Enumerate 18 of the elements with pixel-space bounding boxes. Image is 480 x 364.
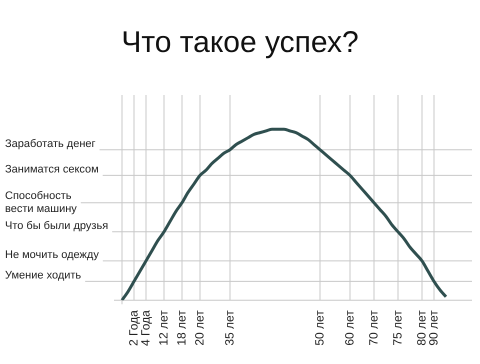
chart-title: Что такое успех?: [120, 26, 360, 60]
ref-line-label: Умение ходить: [5, 269, 82, 282]
x-tick-label: 90 лет: [426, 310, 440, 346]
ref-line-label: Заработать денег: [5, 138, 96, 150]
ref-line-label: Не мочить одежду: [5, 248, 100, 261]
x-tick-label: 20 лет: [192, 310, 206, 346]
ref-line-label: Заниматся сексом: [5, 163, 99, 176]
ref-line-label: Способность вести машину: [5, 190, 78, 215]
x-tick-label: 70 лет: [366, 310, 380, 346]
x-tick-label: 35 лет: [222, 310, 236, 346]
x-tick-label: 60 лет: [342, 310, 356, 346]
x-tick-label: 12 лет: [156, 310, 170, 346]
x-tick-label: 18 лет: [174, 310, 188, 346]
x-tick-label: 80 лет: [414, 310, 428, 346]
ref-line-label: Что бы были друзья: [5, 220, 108, 232]
x-tick-label: 50 лет: [312, 310, 326, 346]
x-tick-label: 2 Года: [126, 310, 140, 346]
x-tick-label: 75 лет: [390, 310, 404, 346]
